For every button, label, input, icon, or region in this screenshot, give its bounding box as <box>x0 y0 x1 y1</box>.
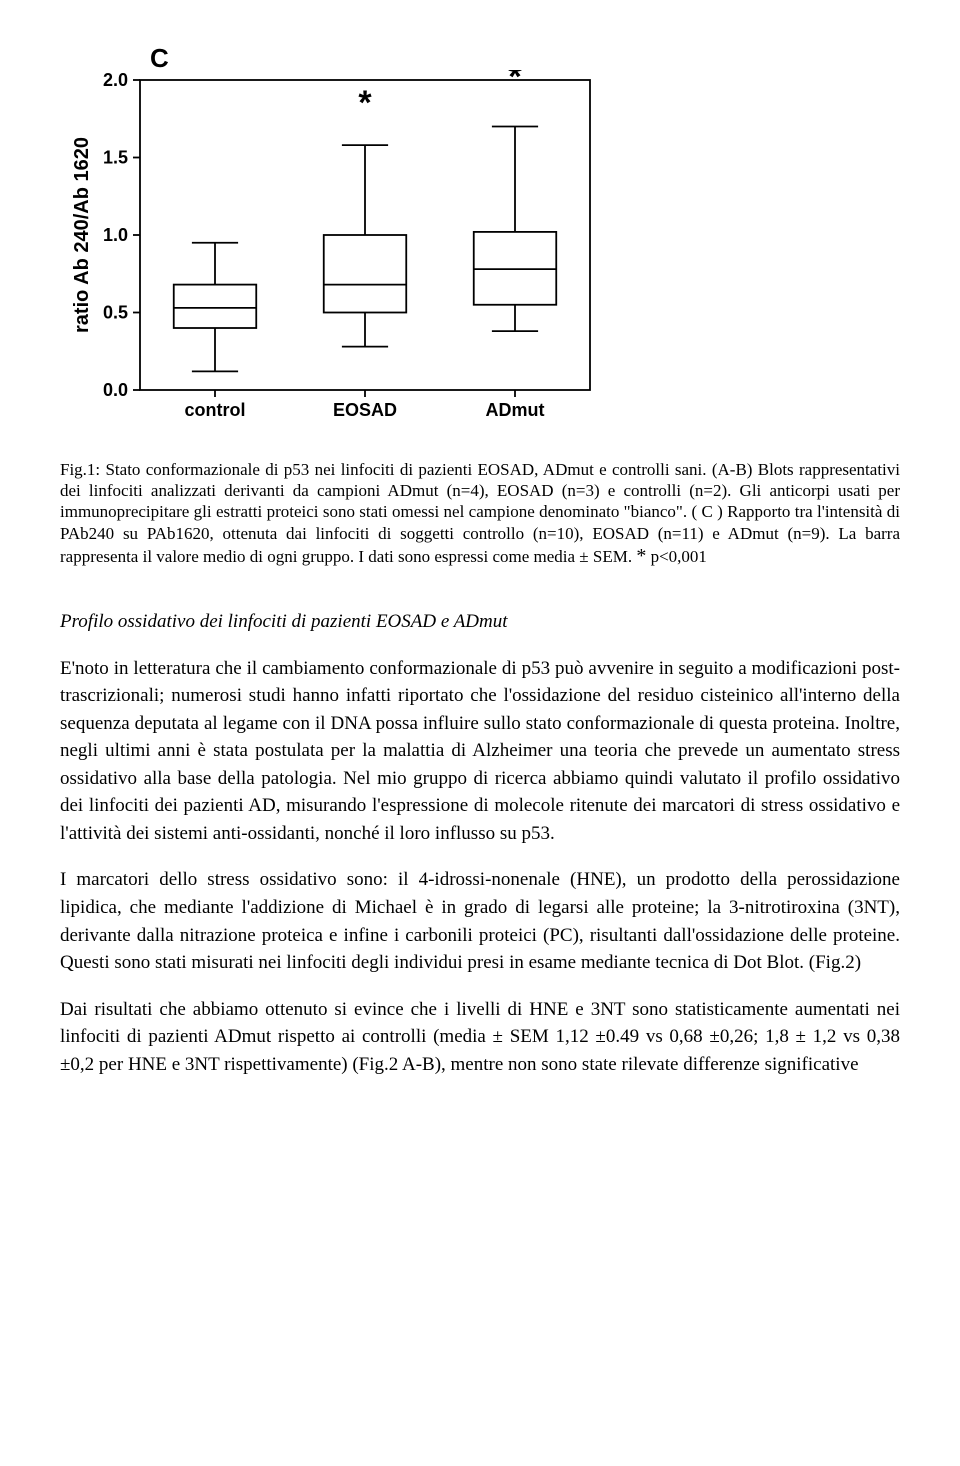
svg-text:*: * <box>358 84 372 122</box>
caption-star: * <box>636 545 646 567</box>
svg-text:1.0: 1.0 <box>103 225 128 245</box>
svg-text:ADmut: ADmut <box>486 400 545 420</box>
svg-text:*: * <box>508 70 522 96</box>
boxplot-chart: 0.0 0.5 1.0 1.5 2.0 ratio Ab 240/Ab 1620 contr… <box>60 70 620 440</box>
svg-text:1.5: 1.5 <box>103 148 128 168</box>
svg-text:control: control <box>185 400 246 420</box>
caption-text-after: p<0,001 <box>646 547 707 566</box>
svg-text:EOSAD: EOSAD <box>333 400 397 420</box>
svg-text:0.5: 0.5 <box>103 303 128 323</box>
paragraph-1: E'noto in letteratura che il cambiamento… <box>60 655 900 848</box>
svg-text:0.0: 0.0 <box>103 380 128 400</box>
paragraph-2: I marcatori dello stress ossidativo sono… <box>60 866 900 976</box>
figure-caption: Fig.1: Stato conformazionale di p53 nei … <box>60 459 900 569</box>
svg-text:2.0: 2.0 <box>103 70 128 90</box>
figure-panel-c: C 0.00.51.01.52.0ratio Ab 240/Ab 1620con… <box>60 40 900 449</box>
caption-text-before: Fig.1: Stato conformazionale di p53 nei … <box>60 460 900 566</box>
section-title: Profilo ossidativo dei linfociti di pazi… <box>60 609 900 636</box>
svg-text:ratio Ab 240/Ab 1620: ratio Ab 240/Ab 1620 <box>71 137 93 333</box>
paragraph-3: Dai risultati che abbiamo ottenuto si ev… <box>60 996 900 1079</box>
